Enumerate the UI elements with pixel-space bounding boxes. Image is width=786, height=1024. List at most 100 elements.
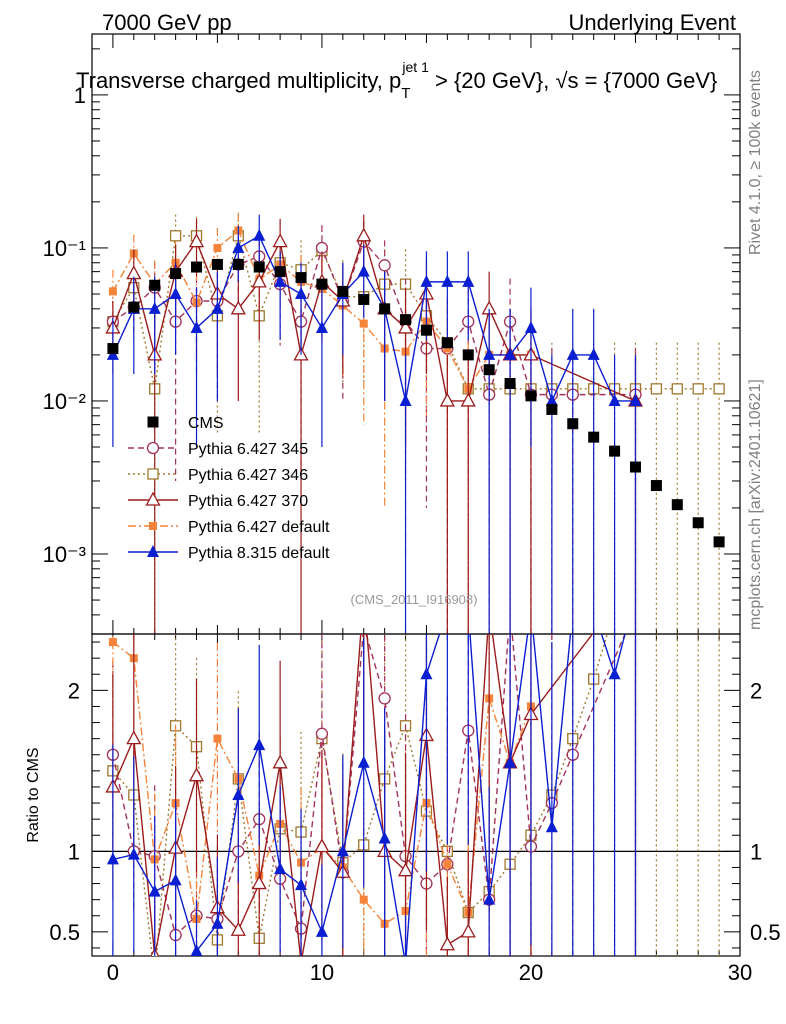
p370-point xyxy=(460,392,476,407)
p8-ratio-point xyxy=(127,847,140,860)
p8-point xyxy=(566,347,579,360)
series-p345 xyxy=(106,220,642,634)
mcplots-label: mcplots.cern.ch [arXiv:2401.10621] xyxy=(747,379,764,630)
p8-point xyxy=(253,228,266,241)
ratio-y-tick-label: 0.5 xyxy=(49,920,80,945)
cms-point xyxy=(107,343,119,355)
pdef-ratio-point xyxy=(213,734,222,743)
y-tick-label: 10⁻² xyxy=(43,389,86,414)
p370-ratio-point xyxy=(188,767,205,782)
p8-ratio-point xyxy=(190,944,203,956)
p8-point xyxy=(608,393,621,406)
p370-line xyxy=(112,233,636,402)
ratio-y-tick-label-right: 2 xyxy=(750,678,762,703)
cms-point xyxy=(170,268,182,280)
ratio-y-tick-label: 1 xyxy=(68,839,80,864)
p370-point xyxy=(397,319,414,334)
p8-ratio-point xyxy=(420,667,433,680)
pdef-ratio-point xyxy=(443,860,452,869)
cms-point xyxy=(316,278,328,290)
cms-point xyxy=(629,461,641,473)
legend: CMS Pythia 6.427 345 Pythia 6.427 346 Pythi… xyxy=(128,415,330,562)
pdef-point xyxy=(443,344,452,353)
ratio-frame xyxy=(91,633,741,957)
cms-point xyxy=(295,272,307,284)
cms-point xyxy=(337,285,349,297)
legend-marker-p8 xyxy=(147,545,159,557)
cms-point xyxy=(358,294,370,306)
cms-point xyxy=(504,378,516,390)
cms-point xyxy=(128,301,140,313)
cms-point xyxy=(525,390,537,402)
cms-point xyxy=(588,431,600,443)
legend-label-p345: Pythia 6.427 345 xyxy=(188,441,308,458)
title-rest: > {20 GeV}, √s = {7000 GeV} xyxy=(429,68,718,93)
p8-point xyxy=(504,347,517,360)
x-tick-label: 30 xyxy=(728,960,752,985)
rivet-label: Rivet 4.1.0, ≥ 100k events xyxy=(747,70,764,255)
cms-point xyxy=(420,324,432,336)
p370-point xyxy=(188,233,205,248)
p8-ratio-point xyxy=(295,878,308,891)
header-right: Underlying Event xyxy=(568,10,736,35)
p8-ratio-point xyxy=(545,820,558,833)
ratio-y-tick-label: 2 xyxy=(68,678,80,703)
pdef-point xyxy=(213,243,222,252)
p370-ratio-point xyxy=(460,923,476,938)
legend-label-cms: CMS xyxy=(188,415,224,432)
x-tick-label: 0 xyxy=(107,960,119,985)
legend-label-p8: Pythia 8.315 default xyxy=(188,545,330,562)
cms-point xyxy=(274,266,286,278)
header-left: 7000 GeV pp xyxy=(102,10,232,35)
p8-ratio-point xyxy=(504,755,517,768)
ratio-y-tick-label-right: 1 xyxy=(750,839,762,864)
p346-point xyxy=(650,383,663,395)
p346-point xyxy=(169,230,182,242)
p8-ratio-point xyxy=(253,738,266,751)
ratio-ylabel: Ratio to CMS xyxy=(25,747,42,842)
cms-point xyxy=(191,261,203,273)
p345-line xyxy=(112,240,636,398)
cms-point xyxy=(567,418,579,430)
p8-point xyxy=(190,320,203,333)
pdef-point xyxy=(108,287,117,296)
p8-ratio-point xyxy=(483,892,496,905)
p345-ratio-point xyxy=(378,692,391,705)
p8-ratio-line xyxy=(112,634,626,956)
cms-point xyxy=(149,279,161,291)
p370-ratio-point xyxy=(272,754,288,769)
p8-ratio-point xyxy=(106,852,119,865)
y-tick-label: 1 xyxy=(74,83,86,108)
main-panel: 1 10⁻¹ 10⁻² 10⁻³ xyxy=(43,33,741,956)
p8-point xyxy=(169,286,182,299)
p370-ratio-line xyxy=(112,634,594,956)
p346-point xyxy=(713,383,725,395)
legend-label-p370: Pythia 6.427 370 xyxy=(188,493,308,510)
p346-point xyxy=(692,383,704,395)
ratio-series-p8 xyxy=(106,634,637,956)
cms-point xyxy=(713,536,725,548)
p370-ratio-point xyxy=(314,838,330,853)
title-sup: jet 1 xyxy=(401,59,429,75)
p8-point xyxy=(274,274,287,287)
watermark: (CMS_2011_I916908) xyxy=(351,592,478,607)
p8-ratio-point xyxy=(608,667,621,680)
pdef-ratio-line xyxy=(112,641,532,925)
p8-point xyxy=(420,274,433,287)
p370-ratio-point xyxy=(230,921,246,936)
p345-point xyxy=(378,259,391,272)
series-cms xyxy=(107,258,725,548)
legend-marker-pdef xyxy=(149,522,157,530)
y-tick-label: 10⁻¹ xyxy=(43,236,86,261)
p370-point xyxy=(272,233,288,248)
p370-point xyxy=(356,227,372,242)
legend-marker-p370 xyxy=(145,491,161,506)
p8-point xyxy=(483,347,496,360)
legend-label-p346: Pythia 6.427 346 xyxy=(188,467,308,484)
cms-point xyxy=(692,517,704,529)
cms-point xyxy=(232,258,244,270)
cms-point xyxy=(609,445,621,457)
plot-title: Transverse charged multiplicity, pTjet 1… xyxy=(76,59,717,102)
p8-line xyxy=(112,234,636,403)
p8-point xyxy=(211,301,224,314)
